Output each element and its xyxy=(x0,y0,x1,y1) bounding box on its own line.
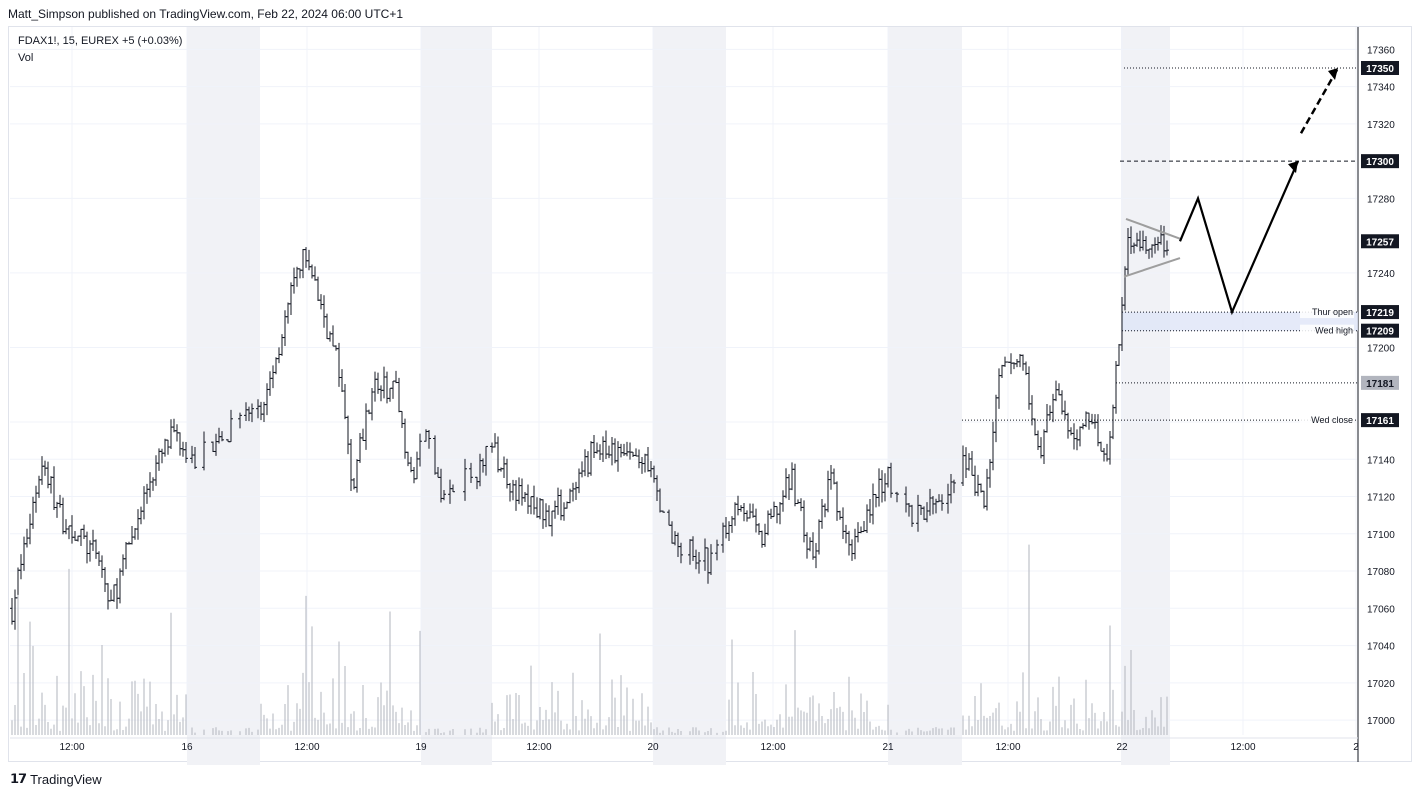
price-label: 17219 xyxy=(1366,308,1394,319)
session-band xyxy=(421,27,492,765)
price-label-box xyxy=(1361,154,1399,169)
brand-name: TradingView xyxy=(30,771,102,787)
price-label-box xyxy=(1361,413,1399,428)
x-tick-label: 12:00 xyxy=(995,742,1020,753)
footer-brand[interactable]: 𝟭𝟳 TradingView xyxy=(10,771,102,787)
x-tick-label: 20 xyxy=(647,742,659,753)
publisher-line: Matt_Simpson published on TradingView.co… xyxy=(8,7,404,21)
annotation-bg xyxy=(1300,306,1354,319)
y-tick-label: 17080 xyxy=(1367,567,1395,578)
x-tick-label: 12:00 xyxy=(526,742,551,753)
price-label: 17350 xyxy=(1366,64,1394,75)
x-tick-label: 21 xyxy=(882,742,894,753)
x-tick-label: 12:00 xyxy=(59,742,84,753)
x-tick-label: 22 xyxy=(1116,742,1128,753)
y-tick-label: 17000 xyxy=(1367,716,1395,727)
price-label-box xyxy=(1361,375,1399,390)
gap-zone xyxy=(1122,312,1358,331)
level-annotation: Wed close xyxy=(1311,415,1353,425)
x-tick-label: 16 xyxy=(181,742,193,753)
price-change: +5 (+0.03%) xyxy=(121,35,183,47)
y-tick-label: 17200 xyxy=(1367,343,1395,354)
annotation-bg xyxy=(1300,324,1354,337)
session-band xyxy=(653,27,726,765)
price-label: 17300 xyxy=(1366,157,1394,168)
price-label-box xyxy=(1361,323,1399,338)
y-tick-label: 17140 xyxy=(1367,455,1395,466)
y-tick-label: 17360 xyxy=(1367,45,1395,56)
y-tick-label: 17320 xyxy=(1367,120,1395,131)
price-label-box xyxy=(1361,60,1399,75)
projection-dashed-arrowhead xyxy=(1328,67,1338,80)
y-tick-label: 17060 xyxy=(1367,604,1395,615)
symbol-name: FDAX1!, 15, EUREX xyxy=(18,35,119,47)
y-tick-label: 17240 xyxy=(1367,269,1395,280)
x-tick-label: 12:00 xyxy=(760,742,785,753)
y-tick-label: 17020 xyxy=(1367,679,1395,690)
session-band xyxy=(187,27,260,765)
projection-arrowhead xyxy=(1288,161,1298,174)
x-tick-label: 12:00 xyxy=(294,742,319,753)
x-tick-label: 19 xyxy=(415,742,427,753)
price-label-box xyxy=(1361,234,1399,249)
price-label: 17209 xyxy=(1366,327,1394,338)
y-tick-label: 17340 xyxy=(1367,83,1395,94)
wedge-upper-line xyxy=(1125,217,1183,241)
level-annotation: Thur open xyxy=(1312,307,1353,317)
price-label-box xyxy=(1361,305,1399,320)
session-band xyxy=(888,27,962,765)
level-annotation: Wed high xyxy=(1315,326,1353,336)
y-tick-label: 17040 xyxy=(1367,642,1395,653)
price-label: 17181 xyxy=(1366,379,1394,390)
y-tick-label: 17100 xyxy=(1367,530,1395,541)
projection-dashed-path xyxy=(1299,67,1340,134)
session-band xyxy=(1121,27,1170,765)
price-label: 17161 xyxy=(1366,416,1394,427)
wedge-lower-line xyxy=(1123,257,1181,278)
price-label: 17257 xyxy=(1366,237,1394,248)
projection-path xyxy=(1178,160,1300,316)
x-tick-label: 12:00 xyxy=(1230,742,1255,753)
x-tick-label: 2 xyxy=(1353,742,1359,753)
tradingview-logo-icon: 𝟭𝟳 xyxy=(10,771,27,786)
y-tick-label: 17120 xyxy=(1367,493,1395,504)
symbol-legend[interactable]: FDAX1!, 15, EUREX +5 (+0.03%) xyxy=(18,35,182,47)
annotation-bg xyxy=(1300,414,1354,427)
y-tick-label: 17280 xyxy=(1367,194,1395,205)
volume-legend: Vol xyxy=(18,52,34,64)
